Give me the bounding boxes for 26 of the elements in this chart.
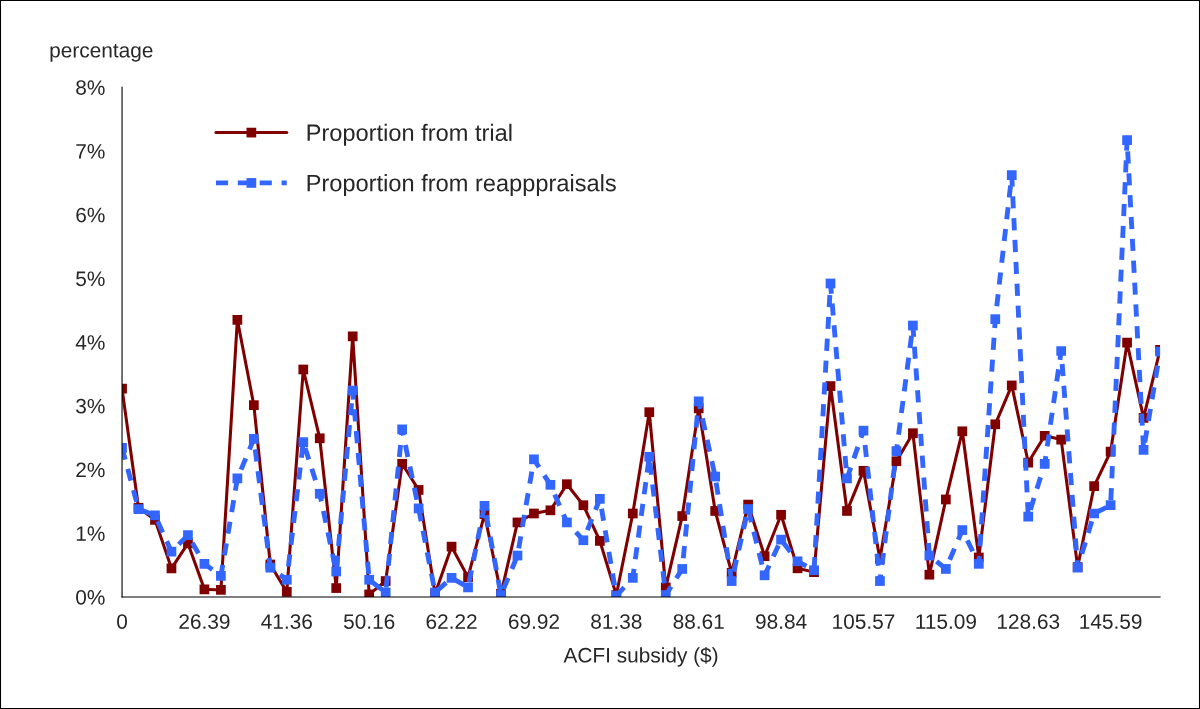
- legend-label: Proportion from trial: [307, 123, 512, 146]
- x-tick-label: 62.22: [426, 614, 477, 629]
- x-tick-label: 98.84: [756, 614, 807, 629]
- y-tick-label: 2%: [76, 462, 105, 478]
- y-axis-title: percentage: [50, 43, 153, 62]
- y-tick-label: 5%: [76, 271, 105, 287]
- y-tick-label: 7%: [76, 144, 105, 159]
- y-tick-label: 3%: [76, 398, 105, 414]
- x-tick-label: 145.59: [1080, 614, 1142, 629]
- y-tick-label: 6%: [76, 207, 105, 223]
- y-tick-label: 8%: [76, 80, 105, 95]
- x-tick-label: 26.39: [179, 614, 230, 629]
- x-tick-label: 88.61: [673, 614, 724, 629]
- y-tick-label: 4%: [75, 335, 105, 350]
- legend-label: Proportion from reapppraisals: [307, 174, 616, 197]
- x-tick-label: 69.92: [508, 614, 559, 629]
- x-tick-label: 0: [117, 614, 128, 629]
- y-tick-label: 1%: [76, 526, 105, 541]
- x-tick-label: 128.63: [997, 614, 1060, 629]
- x-tick-label: 105.57: [833, 614, 895, 629]
- y-tick-label: 0%: [76, 589, 105, 605]
- x-tick-label: 81.38: [591, 614, 642, 629]
- x-tick-label: 50.16: [343, 614, 395, 629]
- x-tick-label: 115.09: [916, 614, 976, 629]
- x-tick-label: 41.36: [261, 614, 312, 629]
- x-axis-title: ACFI subsidy ($): [563, 646, 718, 667]
